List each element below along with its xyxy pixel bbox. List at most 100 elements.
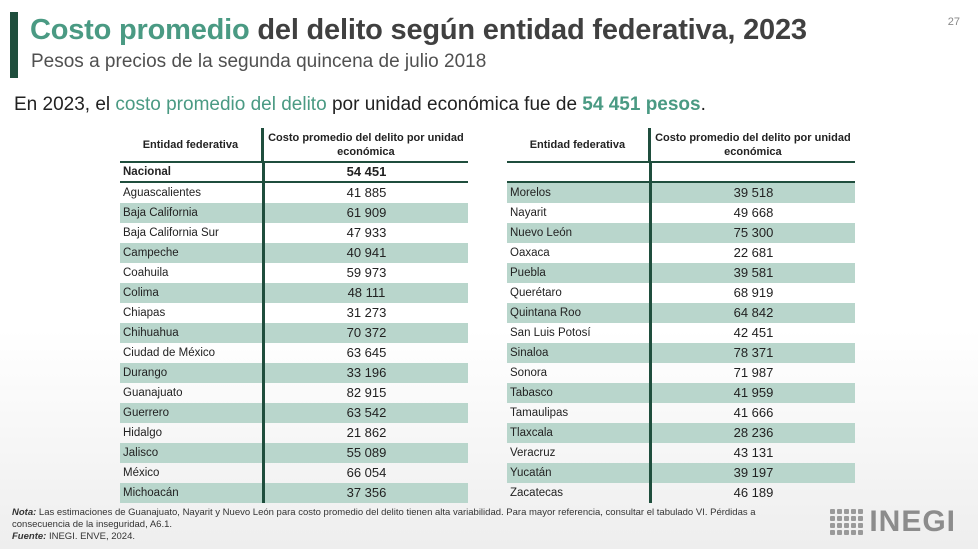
table-row: Guanajuato 82 915 <box>120 383 468 403</box>
entity-cell: San Luis Potosí <box>510 327 591 339</box>
inegi-logo: INEGI <box>830 505 956 539</box>
table-row: Sinaloa 78 371 <box>507 343 855 363</box>
table-row: Tamaulipas 41 666 <box>507 403 855 423</box>
cost-cell: 75 300 <box>649 223 855 243</box>
entity-cell: Yucatán <box>510 467 552 479</box>
entity-cell: Veracruz <box>510 447 556 459</box>
table-row: Michoacán 37 356 <box>120 483 468 503</box>
table-row: Ciudad de México 63 645 <box>120 343 468 363</box>
title-accent-bar <box>10 12 18 78</box>
header-cost: Costo promedio del delito por unidad eco… <box>647 128 855 161</box>
cost-cell: 46 189 <box>649 483 855 503</box>
entity-cell: Baja California <box>123 207 198 219</box>
slide-subtitle: Pesos a precios de la segunda quincena d… <box>31 51 487 72</box>
table-row: Quintana Roo 64 842 <box>507 303 855 323</box>
cost-cell: 39 197 <box>649 463 855 483</box>
table-row: Nuevo León 75 300 <box>507 223 855 243</box>
table-row: Nayarit 49 668 <box>507 203 855 223</box>
entity-cell: Zacatecas <box>510 487 564 499</box>
title-highlight: Costo promedio <box>30 14 250 46</box>
cost-cell: 41 885 <box>262 183 468 203</box>
table-row: Tlaxcala 28 236 <box>507 423 855 443</box>
table-right-header: Entidad federativa Costo promedio del de… <box>507 128 855 163</box>
table-row: Baja California 61 909 <box>120 203 468 223</box>
intro-middle: por unidad económica fue de <box>326 94 583 115</box>
cost-cell: 21 862 <box>262 423 468 443</box>
entity-cell: Durango <box>123 367 168 379</box>
entity-cell: Hidalgo <box>123 427 162 439</box>
cost-cell: 82 915 <box>262 383 468 403</box>
cost-cell: 71 987 <box>649 363 855 383</box>
cost-cell: 63 542 <box>262 403 468 423</box>
cost-cell: 39 581 <box>649 263 855 283</box>
national-label: Nacional <box>123 166 171 178</box>
table-row: Oaxaca 22 681 <box>507 243 855 263</box>
note-label: Nota: <box>12 507 37 518</box>
note-text: Las estimaciones de Guanajuato, Nayarit … <box>12 507 756 530</box>
entity-cell: Tlaxcala <box>510 427 553 439</box>
header-entity: Entidad federativa <box>142 138 239 151</box>
slide-title: Costo promedio del delito según entidad … <box>30 14 807 47</box>
source-text: INEGI. ENVE, 2024. <box>46 531 136 542</box>
cost-cell: 47 933 <box>262 223 468 243</box>
entity-cell: Aguascalientes <box>123 187 201 199</box>
table-row: Durango 33 196 <box>120 363 468 383</box>
cost-cell: 68 919 <box>649 283 855 303</box>
entity-cell: Michoacán <box>123 487 179 499</box>
entity-cell: México <box>123 467 160 479</box>
cost-cell: 70 372 <box>262 323 468 343</box>
intro-sentence: En 2023, el costo promedio del delito po… <box>14 94 706 116</box>
cost-cell: 64 842 <box>649 303 855 323</box>
logo-dots-icon <box>830 509 864 535</box>
table-row: México 66 054 <box>120 463 468 483</box>
table-row: Morelos 39 518 <box>507 183 855 203</box>
table-row: Yucatán 39 197 <box>507 463 855 483</box>
entity-cell: Coahuila <box>123 267 169 279</box>
table-row: Puebla 39 581 <box>507 263 855 283</box>
blank-cell <box>649 163 855 181</box>
cost-cell: 41 959 <box>649 383 855 403</box>
entity-cell: Sinaloa <box>510 347 549 359</box>
note-line: Nota: Las estimaciones de Guanajuato, Na… <box>12 507 802 531</box>
header-cost: Costo promedio del delito por unidad eco… <box>260 128 468 161</box>
entity-cell: Tabasco <box>510 387 553 399</box>
table-row: Zacatecas 46 189 <box>507 483 855 503</box>
page-number: 27 <box>947 16 960 28</box>
cost-cell: 78 371 <box>649 343 855 363</box>
table-right-body: Morelos 39 518 Nayarit 49 668 Nuevo León 75 3… <box>507 183 855 503</box>
national-value: 54 451 <box>262 163 468 181</box>
entity-cell: Guanajuato <box>123 387 183 399</box>
intro-after: . <box>700 94 706 115</box>
entity-cell: Guerrero <box>123 407 170 419</box>
cost-cell: 37 356 <box>262 483 468 503</box>
intro-value: 54 451 pesos <box>582 94 701 115</box>
table-left-body: Aguascalientes 41 885 Baja California 61 90… <box>120 183 468 503</box>
entity-cell: Nayarit <box>510 207 547 219</box>
cost-cell: 42 451 <box>649 323 855 343</box>
entity-cell: Oaxaca <box>510 247 550 259</box>
table-row: Tabasco 41 959 <box>507 383 855 403</box>
blank-row <box>507 163 855 183</box>
intro-highlight: costo promedio del delito <box>115 94 327 115</box>
cost-cell: 39 518 <box>649 183 855 203</box>
cost-cell: 31 273 <box>262 303 468 323</box>
table-row: Hidalgo 21 862 <box>120 423 468 443</box>
entity-cell: Jalisco <box>123 447 159 459</box>
cost-cell: 55 089 <box>262 443 468 463</box>
title-rest: del delito según entidad federativa, 202… <box>249 14 807 46</box>
cost-cell: 28 236 <box>649 423 855 443</box>
entity-cell: Quintana Roo <box>510 307 581 319</box>
table-left-header: Entidad federativa Costo promedio del de… <box>120 128 468 163</box>
table-row: Sonora 71 987 <box>507 363 855 383</box>
entity-cell: Baja California Sur <box>123 227 219 239</box>
source-label: Fuente: <box>12 531 47 542</box>
table-row: Colima 48 111 <box>120 283 468 303</box>
entity-cell: Sonora <box>510 367 548 379</box>
table-left: Entidad federativa Costo promedio del de… <box>120 128 468 503</box>
entity-cell: Nuevo León <box>510 227 573 239</box>
intro-before: En 2023, el <box>14 94 116 115</box>
cost-cell: 48 111 <box>262 283 468 303</box>
entity-cell: Campeche <box>123 247 179 259</box>
table-row: Chihuahua 70 372 <box>120 323 468 343</box>
cost-cell: 61 909 <box>262 203 468 223</box>
